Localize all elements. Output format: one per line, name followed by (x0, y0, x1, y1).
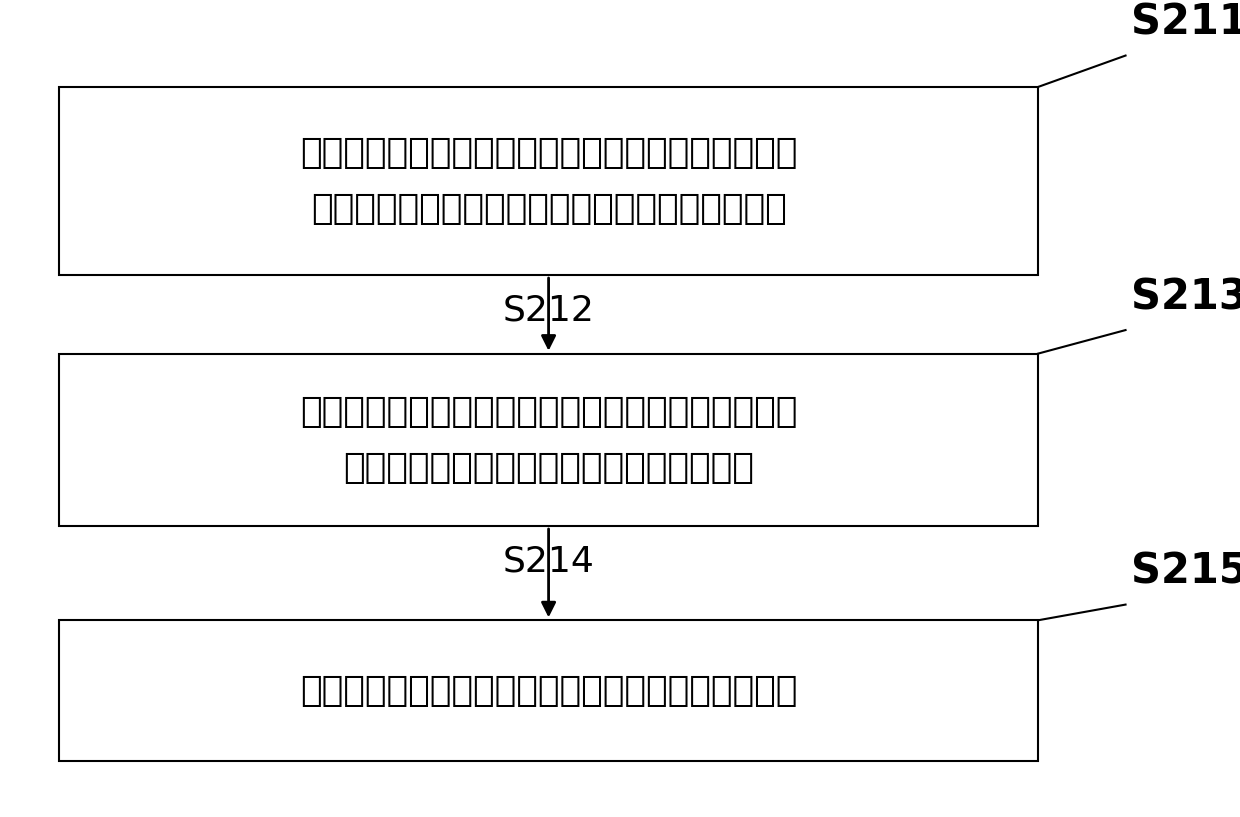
Text: S215: S215 (1131, 551, 1240, 593)
Text: S212: S212 (502, 293, 594, 328)
Text: S213: S213 (1131, 276, 1240, 319)
Bar (60, 620, 1038, 761)
Text: 伺服机械手按照排版操作方案对光学纤维丝进行排版: 伺服机械手按照排版操作方案对光学纤维丝进行排版 (300, 674, 797, 708)
Bar (60, 354, 1038, 526)
Text: S211: S211 (1131, 2, 1240, 44)
Text: 集成视觅系统以及智能传感设备扫描检测，获得光学
纤维丝的状态信息以及对应的排版模具的状态信息: 集成视觅系统以及智能传感设备扫描检测，获得光学 纤维丝的状态信息以及对应的排版模… (300, 136, 797, 225)
Bar (60, 87, 1038, 275)
Text: 智能排板控制装置根据光学纤维丝的状态信息和排板
模具的状态信息，确定对应的排板操作方案: 智能排板控制装置根据光学纤维丝的状态信息和排板 模具的状态信息，确定对应的排板操… (300, 395, 797, 484)
Text: S214: S214 (502, 544, 594, 578)
